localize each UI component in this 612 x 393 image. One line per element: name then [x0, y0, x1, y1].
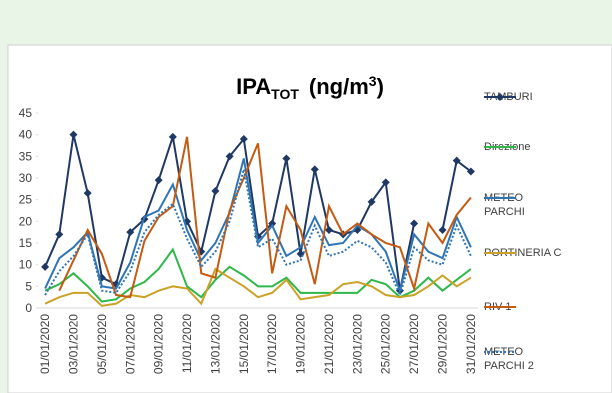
- legend-swatch: [484, 252, 516, 254]
- legend-label: PORTINERIA C: [484, 247, 562, 259]
- legend-item: METEO PARCHI 2: [484, 345, 536, 373]
- x-tick-label: 17/01/2020: [265, 314, 279, 374]
- x-tick-label: 25/01/2020: [379, 314, 393, 374]
- x-tick-label: 05/01/2020: [95, 314, 109, 374]
- x-tick-label: 11/01/2020: [180, 314, 194, 373]
- point-marker: [324, 226, 333, 234]
- x-tick-label: 21/01/2020: [322, 314, 336, 374]
- x-tick-label: 07/01/2020: [123, 314, 137, 374]
- point-marker: [452, 156, 461, 165]
- legend-swatch: [484, 146, 516, 148]
- x-tick-label: 23/01/2020: [350, 314, 364, 374]
- series-line: [44, 267, 472, 307]
- y-tick-label: 20: [19, 214, 33, 228]
- legend-swatch: [484, 306, 516, 308]
- x-tick-label: 27/01/2020: [407, 314, 421, 374]
- y-tick-label: 15: [19, 236, 33, 250]
- x-tick-label: 03/01/2020: [66, 314, 80, 374]
- point-marker: [239, 135, 248, 143]
- point-marker: [55, 230, 64, 239]
- x-tick-label: 09/01/2020: [152, 314, 166, 374]
- title-part: TOT: [271, 86, 299, 102]
- point-marker: [367, 197, 376, 206]
- point-marker: [211, 187, 220, 195]
- title-part: (ng/m: [309, 74, 369, 99]
- legend-item: METEO PARCHI: [484, 191, 536, 219]
- x-tick-label: 31/01/2020: [464, 314, 478, 374]
- legend-item: PORTINERIA C: [484, 246, 576, 260]
- x-tick-label: 13/01/2020: [208, 314, 222, 374]
- point-marker: [381, 178, 390, 187]
- title-part: ): [377, 74, 384, 99]
- legend-item: Direzione: [484, 140, 576, 154]
- y-tick-label: 5: [25, 279, 32, 293]
- legend-item: TAMBURI: [484, 90, 576, 104]
- series-line: [44, 158, 472, 295]
- point-marker: [83, 189, 92, 198]
- x-tick-label: 01/01/2020: [38, 314, 52, 374]
- x-tick-label: 15/01/2020: [237, 314, 251, 374]
- y-tick-label: 30: [19, 171, 33, 185]
- chart-title: IPATOT (ng/m3): [236, 73, 384, 102]
- point-marker: [268, 219, 277, 228]
- point-marker: [438, 226, 447, 234]
- x-tick-label: 19/01/2020: [294, 314, 308, 374]
- point-marker: [126, 228, 135, 237]
- point-marker: [154, 176, 163, 185]
- point-marker: [69, 130, 78, 139]
- chart-frame: [7, 44, 612, 393]
- legend-swatch: [484, 197, 516, 199]
- y-tick-label: 35: [19, 149, 33, 163]
- point-marker: [41, 262, 50, 271]
- y-tick-label: 0: [25, 301, 32, 315]
- y-tick-label: 25: [19, 193, 33, 207]
- point-marker: [296, 249, 305, 258]
- legend-marker: [496, 93, 504, 101]
- title-part: 3: [369, 73, 377, 89]
- point-marker: [466, 167, 475, 176]
- point-marker: [282, 154, 291, 163]
- point-marker: [410, 219, 419, 228]
- legend-item: RIV 1: [484, 300, 576, 314]
- point-marker: [225, 152, 234, 161]
- series-line: [58, 136, 472, 299]
- title-part: IPA: [236, 74, 271, 99]
- point-marker: [168, 132, 177, 141]
- x-tick-label: 29/01/2020: [436, 314, 450, 374]
- legend-swatch: [484, 93, 516, 101]
- point-marker: [310, 165, 319, 174]
- y-tick-label: 45: [19, 106, 33, 120]
- legend-label: METEO PARCHI 2: [484, 346, 534, 372]
- legend-swatch: [484, 351, 516, 353]
- y-tick-label: 40: [19, 128, 33, 142]
- y-tick-label: 10: [19, 258, 33, 272]
